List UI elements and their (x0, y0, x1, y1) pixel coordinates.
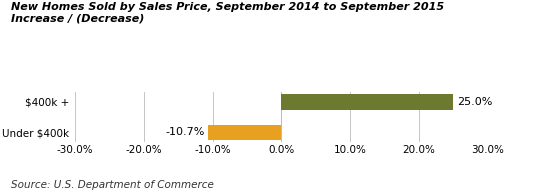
Text: Source: U.S. Department of Commerce: Source: U.S. Department of Commerce (11, 180, 213, 190)
Bar (208, 125, 281, 140)
Text: New Homes Sold by Sales Price, September 2014 to September 2015
Increase / (Decr: New Homes Sold by Sales Price, September… (11, 2, 444, 24)
Text: 25.0%: 25.0% (457, 97, 492, 107)
Text: -10.7%: -10.7% (165, 127, 204, 137)
Bar (281, 94, 453, 110)
